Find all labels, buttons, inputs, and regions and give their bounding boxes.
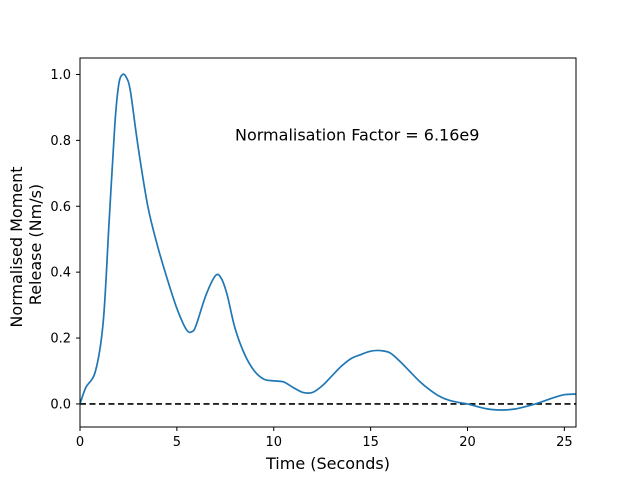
y-tick-label-3: 0.6 xyxy=(50,200,71,215)
y-axis-label-line-1: Normalised Moment xyxy=(7,166,26,327)
y-tick-label-2: 0.4 xyxy=(50,266,71,281)
series-line-0 xyxy=(80,73,576,411)
y-tick-label-5: 1.0 xyxy=(50,68,71,83)
x-tick-label-3: 15 xyxy=(362,435,379,450)
y-axis-label: Normalised Moment Release (Nm/s) xyxy=(7,161,45,327)
plot-area: 0 5 10 15 20 25 0.0 0.2 0.4 0.6 0.8 1.0 xyxy=(50,57,577,450)
axes-frame xyxy=(79,57,577,428)
x-tick-label-4: 20 xyxy=(459,435,476,450)
y-tick-label-4: 0.8 xyxy=(50,134,71,149)
x-tick-label-1: 5 xyxy=(173,435,181,450)
y-tick-label-0: 0.0 xyxy=(50,397,71,412)
x-tick-label-0: 0 xyxy=(76,435,84,450)
annotation-normalisation-factor: Normalisation Factor = 6.16e9 xyxy=(235,125,479,144)
y-axis-label-line-2: Release (Nm/s) xyxy=(26,184,45,305)
x-tick-label-2: 10 xyxy=(265,435,282,450)
x-tick-label-5: 25 xyxy=(556,435,573,450)
y-tick-label-1: 0.2 xyxy=(50,332,71,347)
x-axis-label: Time (Seconds) xyxy=(265,454,390,473)
